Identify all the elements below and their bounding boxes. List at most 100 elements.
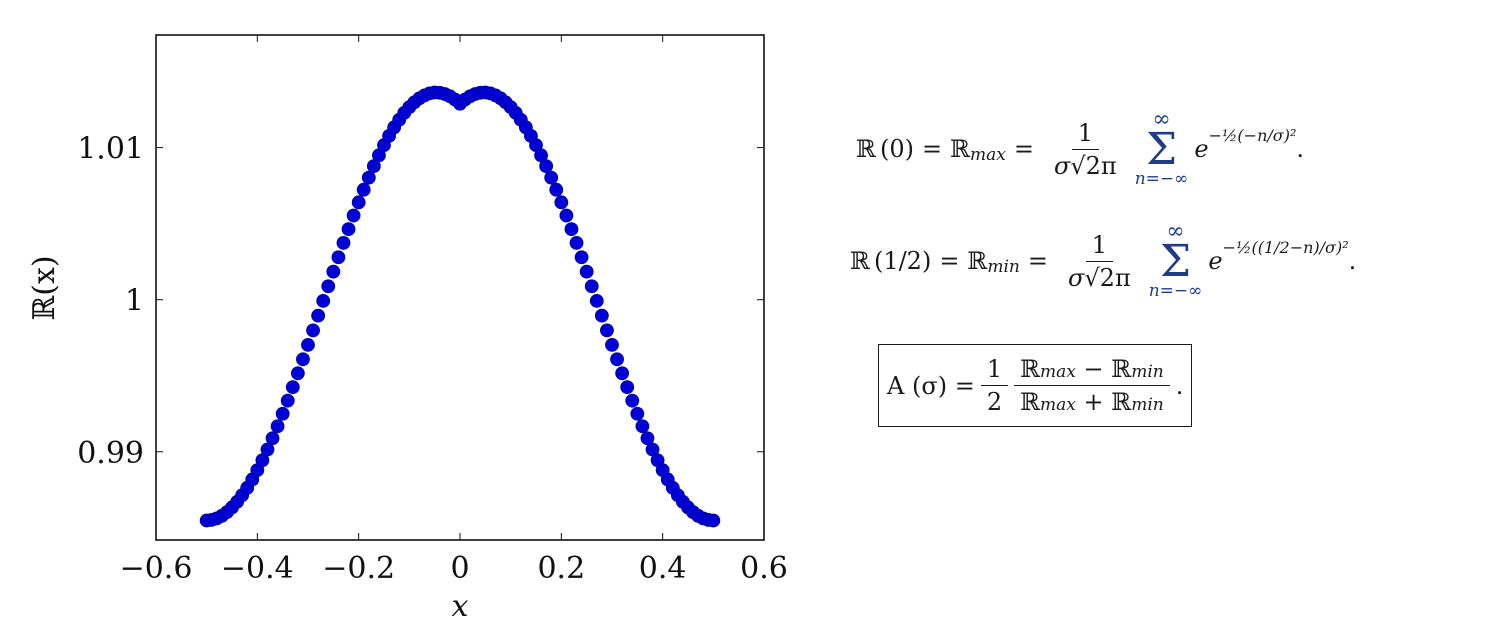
equation-rmin: ℝ (1/2) = ℝ min = 1 σ√2π ∞ Σ n=−∞ e −½((… — [850, 219, 1357, 301]
data-point — [635, 419, 650, 434]
eq2-exp-base: e — [1208, 247, 1223, 275]
data-point — [316, 293, 331, 308]
eq1-mid-symbol: ℝ — [950, 135, 971, 163]
x-tick-label: −0.2 — [322, 551, 395, 586]
data-point — [285, 380, 300, 395]
data-point — [615, 366, 630, 381]
eq2-numerator: 1 — [1085, 231, 1113, 262]
eq3-ratio: ℝmax − ℝmin ℝmax + ℝmin — [1014, 355, 1170, 416]
sigma-icon: Σ — [1145, 124, 1178, 175]
x-tick-label: 0.4 — [639, 551, 687, 586]
data-points — [199, 85, 721, 528]
eq1-exp-base: e — [1194, 135, 1209, 163]
data-point — [356, 182, 371, 197]
eq1-period: . — [1296, 135, 1304, 163]
data-point — [549, 182, 564, 197]
chart: −0.6 −0.4 −0.2 0 0.2 0.4 0.6 0.99 1 1.01 x ℝ(x) — [27, 34, 788, 624]
data-point — [290, 366, 305, 381]
data-point — [265, 431, 280, 446]
eq2-equals-2: = — [1027, 247, 1048, 275]
eq1-equals-2: = — [1013, 135, 1034, 163]
data-point — [539, 159, 554, 174]
x-tick-label: −0.6 — [120, 551, 193, 586]
eq2-summation: ∞ Σ n=−∞ — [1148, 219, 1203, 301]
eq3-half: 1 2 — [980, 355, 1009, 416]
data-point — [554, 195, 569, 210]
y-tick-label: 1 — [125, 284, 144, 319]
eq2-fraction: 1 σ√2π — [1062, 231, 1137, 292]
x-tick-label: −0.4 — [221, 551, 294, 586]
eq1-summation: ∞ Σ n=−∞ — [1134, 107, 1189, 189]
eq3-lhs: A (σ) = — [887, 371, 975, 400]
eq2-sum-lower: n=−∞ — [1148, 281, 1203, 301]
data-point — [600, 323, 614, 338]
data-point — [559, 208, 574, 223]
eq1-numerator: 1 — [1071, 119, 1099, 150]
eq1-sum-upper: ∞ — [1152, 107, 1171, 132]
data-point — [341, 222, 356, 236]
data-point — [351, 195, 366, 210]
eq3-ratio-den: ℝmax + ℝmin — [1020, 388, 1164, 416]
eq2-denominator: σ√2π — [1068, 263, 1131, 292]
data-point — [569, 236, 584, 250]
eq1-lhs-symbol: ℝ — [856, 135, 876, 163]
data-point — [336, 236, 351, 250]
data-point — [640, 431, 655, 446]
data-point — [280, 393, 295, 408]
data-point — [326, 264, 341, 279]
eq1-equals: = — [921, 135, 943, 163]
data-point — [625, 393, 640, 408]
eq2-exponent: −½((1/2−n)/σ)² — [1222, 237, 1349, 257]
eq1-mid-sub: max — [970, 145, 1006, 165]
data-point — [706, 513, 721, 528]
axis-ticks: −0.6 −0.4 −0.2 0 0.2 0.4 0.6 0.99 1 1.01 — [77, 35, 788, 586]
eq3-period: . — [1175, 371, 1184, 400]
eq2-lhs-arg: (1/2) — [873, 247, 932, 275]
data-point — [579, 264, 594, 279]
x-tick-label: 0.6 — [740, 551, 788, 586]
data-point — [321, 279, 336, 294]
eq1-fraction: 1 σ√2π — [1048, 119, 1123, 180]
data-point — [630, 406, 645, 421]
data-point — [346, 208, 361, 223]
data-point — [270, 419, 285, 434]
eq2-period: . — [1348, 247, 1357, 275]
data-point — [306, 323, 320, 338]
x-tick-label: 0.2 — [537, 551, 585, 586]
eq2-sum-upper: ∞ — [1166, 219, 1185, 244]
x-tick-label: 0 — [450, 551, 469, 586]
eq2-mid-symbol: ℝ — [967, 247, 988, 275]
data-point — [544, 170, 559, 185]
eq3-half-num: 1 — [980, 355, 1009, 386]
eq2-mid-sub: min — [987, 257, 1020, 277]
equation-amplitude: A (σ) = 1 2 ℝmax − ℝmin ℝmax + ℝmin . — [878, 344, 1193, 427]
eq2-lhs-symbol: ℝ — [850, 247, 870, 275]
data-point — [605, 337, 619, 352]
data-point — [574, 250, 589, 265]
eq1-lhs-arg: (0) — [879, 135, 914, 163]
eq1-sum-lower: n=−∞ — [1134, 169, 1189, 189]
data-point — [260, 442, 275, 457]
data-point — [361, 170, 376, 185]
data-point — [275, 406, 290, 421]
eq3-half-den: 2 — [986, 388, 1003, 416]
y-tick-label: 1.01 — [77, 132, 144, 167]
plot-frame — [155, 34, 765, 541]
x-axis-label: x — [452, 589, 469, 624]
data-point — [620, 380, 635, 395]
y-tick-label: 0.99 — [77, 436, 144, 471]
data-point — [301, 337, 315, 352]
data-point — [610, 352, 624, 367]
data-point — [331, 250, 346, 265]
data-point — [594, 308, 609, 323]
data-point — [584, 279, 599, 294]
eq2-equals: = — [939, 247, 960, 275]
equation-rmax: ℝ (0) = ℝ max = 1 σ√2π ∞ Σ n=−∞ e −½(−n/… — [856, 107, 1304, 189]
data-point — [589, 293, 604, 308]
eq1-denominator: σ√2π — [1053, 151, 1117, 180]
y-axis-label: ℝ(x) — [27, 255, 62, 320]
data-point — [296, 352, 310, 367]
data-point — [564, 222, 579, 236]
sigma-icon: Σ — [1159, 236, 1192, 287]
data-point — [311, 308, 326, 323]
